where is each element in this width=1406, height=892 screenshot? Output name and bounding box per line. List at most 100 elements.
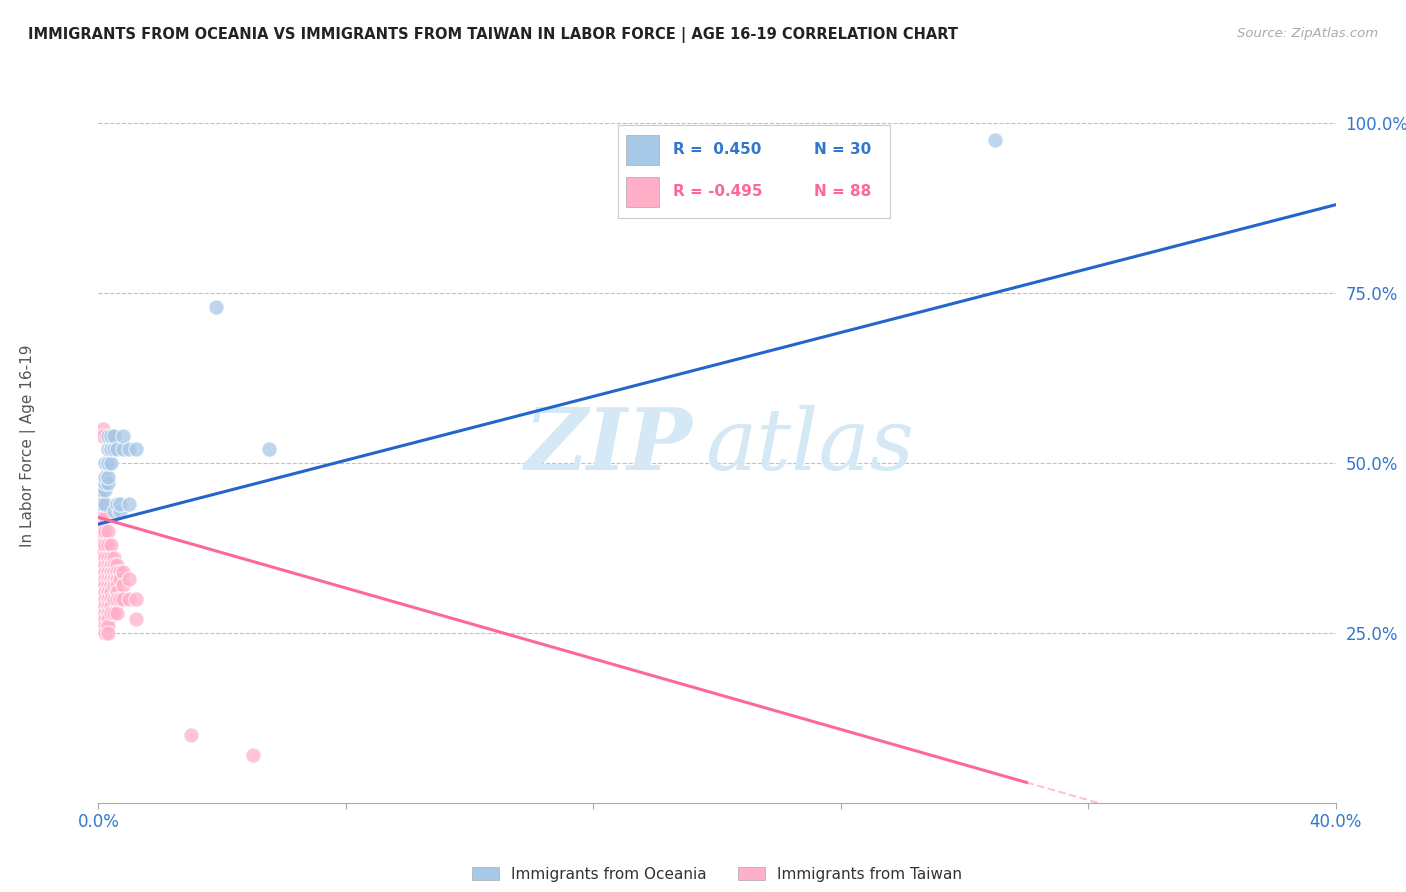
Point bbox=[103, 578, 125, 592]
Point bbox=[93, 469, 115, 483]
Point bbox=[100, 551, 122, 566]
Point bbox=[93, 599, 115, 613]
Point bbox=[90, 483, 112, 498]
Point bbox=[108, 572, 131, 586]
Point bbox=[93, 476, 115, 491]
Point bbox=[97, 456, 120, 470]
Point bbox=[124, 612, 146, 626]
Point bbox=[90, 544, 112, 558]
Legend: Immigrants from Oceania, Immigrants from Taiwan: Immigrants from Oceania, Immigrants from… bbox=[465, 861, 969, 888]
Point bbox=[93, 612, 115, 626]
Point bbox=[108, 503, 131, 517]
Point bbox=[100, 585, 122, 599]
Point bbox=[105, 572, 128, 586]
Point bbox=[97, 476, 120, 491]
Point bbox=[257, 442, 280, 457]
Point bbox=[103, 565, 125, 579]
Point bbox=[100, 429, 122, 443]
Point bbox=[93, 619, 115, 633]
Point bbox=[97, 558, 120, 572]
Point bbox=[97, 572, 120, 586]
Point bbox=[103, 551, 125, 566]
Point bbox=[97, 619, 120, 633]
Point bbox=[100, 591, 122, 606]
Bar bbox=[626, 135, 659, 165]
Point bbox=[100, 442, 122, 457]
Point bbox=[93, 578, 115, 592]
Point bbox=[97, 524, 120, 538]
Point bbox=[90, 572, 112, 586]
Point bbox=[112, 442, 135, 457]
Point bbox=[97, 585, 120, 599]
Point bbox=[97, 599, 120, 613]
Point bbox=[112, 591, 135, 606]
Point bbox=[89, 483, 111, 498]
Point bbox=[91, 422, 114, 436]
Point bbox=[93, 456, 115, 470]
Point bbox=[93, 585, 115, 599]
Point bbox=[93, 572, 115, 586]
Point bbox=[89, 524, 111, 538]
Point bbox=[90, 497, 112, 511]
Point bbox=[103, 572, 125, 586]
Point bbox=[93, 558, 115, 572]
Text: R = -0.495: R = -0.495 bbox=[672, 184, 762, 199]
Point bbox=[112, 429, 135, 443]
Point bbox=[103, 606, 125, 620]
Point bbox=[108, 591, 131, 606]
Text: atlas: atlas bbox=[704, 405, 914, 487]
Point bbox=[93, 606, 115, 620]
Point bbox=[108, 565, 131, 579]
Point bbox=[90, 578, 112, 592]
Point bbox=[91, 429, 114, 443]
Point bbox=[105, 585, 128, 599]
Point bbox=[205, 300, 228, 314]
Point bbox=[124, 442, 146, 457]
Point bbox=[89, 490, 111, 504]
Point bbox=[93, 565, 115, 579]
Point bbox=[89, 497, 111, 511]
Point bbox=[97, 591, 120, 606]
Point bbox=[97, 565, 120, 579]
Point bbox=[105, 591, 128, 606]
Point bbox=[100, 606, 122, 620]
Point bbox=[90, 612, 112, 626]
Point bbox=[90, 497, 112, 511]
Point bbox=[97, 442, 120, 457]
Text: Source: ZipAtlas.com: Source: ZipAtlas.com bbox=[1237, 27, 1378, 40]
Point bbox=[100, 456, 122, 470]
Point bbox=[105, 565, 128, 579]
Point bbox=[97, 537, 120, 551]
Text: N = 88: N = 88 bbox=[814, 184, 872, 199]
Point bbox=[90, 510, 112, 524]
Point bbox=[89, 544, 111, 558]
Point bbox=[100, 572, 122, 586]
Point bbox=[90, 551, 112, 566]
Point bbox=[97, 626, 120, 640]
Point bbox=[89, 551, 111, 566]
Point bbox=[93, 483, 115, 498]
Point bbox=[100, 558, 122, 572]
Point bbox=[93, 626, 115, 640]
Point bbox=[90, 524, 112, 538]
Point bbox=[105, 606, 128, 620]
Point bbox=[100, 537, 122, 551]
Point bbox=[105, 578, 128, 592]
Point bbox=[97, 606, 120, 620]
Point bbox=[108, 497, 131, 511]
Point bbox=[984, 133, 1007, 147]
Bar bbox=[626, 177, 659, 207]
Point bbox=[90, 537, 112, 551]
Point bbox=[93, 524, 115, 538]
Point bbox=[97, 578, 120, 592]
Point bbox=[118, 572, 141, 586]
Point bbox=[105, 497, 128, 511]
Point bbox=[90, 591, 112, 606]
Text: ZIP: ZIP bbox=[524, 404, 692, 488]
Point bbox=[93, 551, 115, 566]
Point bbox=[112, 565, 135, 579]
Text: N = 30: N = 30 bbox=[814, 143, 872, 157]
Point bbox=[103, 591, 125, 606]
Point bbox=[100, 599, 122, 613]
Point bbox=[118, 442, 141, 457]
